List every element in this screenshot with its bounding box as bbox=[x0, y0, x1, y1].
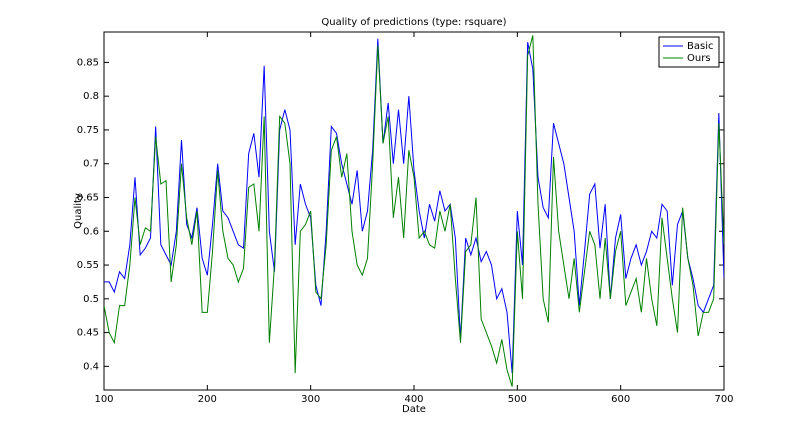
y-tick-label: 0.7 bbox=[83, 159, 99, 170]
y-tick-label: 0.6 bbox=[83, 226, 99, 237]
x-tick-label: 500 bbox=[508, 394, 527, 405]
y-tick-label: 0.8 bbox=[83, 91, 99, 102]
series-line bbox=[104, 35, 724, 387]
series-line bbox=[104, 38, 724, 374]
legend-label: Basic bbox=[687, 41, 713, 52]
y-tick-label: 0.5 bbox=[83, 294, 99, 305]
axes-box bbox=[103, 31, 725, 391]
y-tick-label: 0.55 bbox=[77, 260, 99, 271]
y-tick-label: 0.65 bbox=[77, 192, 99, 203]
x-tick-label: 300 bbox=[301, 394, 320, 405]
y-tick-label: 0.45 bbox=[77, 328, 99, 339]
x-tick-label: 400 bbox=[404, 394, 423, 405]
x-tick-label: 600 bbox=[611, 394, 630, 405]
y-tick-label: 0.85 bbox=[77, 57, 99, 68]
x-axis-label: Date bbox=[402, 404, 426, 415]
legend-label: Ours bbox=[687, 53, 711, 64]
legend-box bbox=[658, 36, 720, 68]
y-tick-label: 0.4 bbox=[83, 361, 99, 372]
chart-title: Quality of predictions (type: rsquare) bbox=[321, 17, 506, 28]
y-tick-label: 0.75 bbox=[77, 125, 99, 136]
y-axis-label: Quality bbox=[73, 193, 84, 229]
x-tick-label: 200 bbox=[198, 394, 217, 405]
x-tick-label: 700 bbox=[714, 394, 733, 405]
x-tick-label: 100 bbox=[94, 394, 113, 405]
